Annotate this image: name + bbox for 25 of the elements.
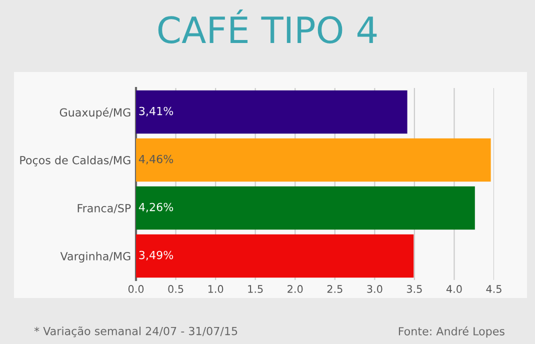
x-tick-label: 0.5 xyxy=(168,285,184,293)
y-tick-label: Varginha/MG xyxy=(60,252,130,263)
chart-title: CAFÉ TIPO 4 xyxy=(158,10,377,44)
x-tick-label: 4.0 xyxy=(446,285,462,293)
y-tick-label: Franca/SP xyxy=(78,204,131,214)
x-tick-label: 3.5 xyxy=(406,285,422,293)
y-tick-label: Guaxupé/MG xyxy=(60,108,130,119)
data-label: 4,26% xyxy=(138,202,174,212)
data-label: 3,49% xyxy=(139,250,174,260)
bar xyxy=(136,186,475,230)
data-label: 4,46% xyxy=(138,154,174,164)
x-tick-label: 4.5 xyxy=(486,285,502,293)
x-tick-label: 0.0 xyxy=(128,285,144,293)
data-label: 3,41% xyxy=(139,106,174,116)
bar xyxy=(136,234,414,278)
bar xyxy=(136,138,491,182)
x-tick-label: 1.0 xyxy=(208,285,224,293)
source-note: Fonte: André Lopes xyxy=(398,326,504,338)
x-tick-label: 2.5 xyxy=(327,285,342,293)
x-tick-label: 2.0 xyxy=(288,285,303,293)
bar xyxy=(136,90,408,134)
x-tick-label: 1.5 xyxy=(248,285,263,293)
x-tick-label: 3.0 xyxy=(367,285,382,293)
y-tick-label: Poços de Caldas/MG xyxy=(20,156,130,166)
text: * Variação semanal 24/07 - 31/07/15 xyxy=(34,326,238,338)
